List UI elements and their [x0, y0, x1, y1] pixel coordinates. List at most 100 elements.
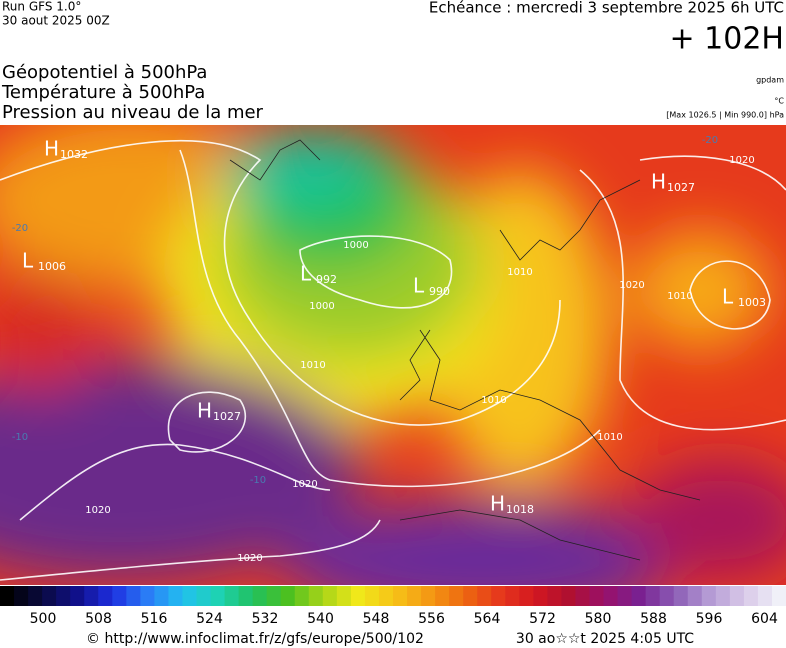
colorbar-swatch — [56, 586, 71, 606]
isobar-label: 1020 — [237, 553, 262, 564]
colorbar-swatch — [322, 586, 338, 606]
colorbar-swatch — [140, 586, 155, 606]
pressure-center-value: 1018 — [506, 503, 534, 516]
colorbar-swatch — [350, 586, 366, 606]
colorbar-swatch — [182, 586, 197, 606]
colorbar-swatch — [98, 586, 113, 606]
colorbar-label: 604 — [751, 611, 778, 627]
colorbar-swatch — [210, 586, 226, 606]
colorbar-swatch — [42, 586, 57, 606]
isobar-label: 1010 — [667, 291, 692, 302]
colorbar-label: 540 — [307, 611, 334, 627]
colorbar-label: 548 — [363, 611, 390, 627]
colorbar-swatch — [435, 586, 450, 606]
colorbar-swatch — [28, 586, 43, 606]
colorbar-swatch — [126, 586, 141, 606]
colorbar-swatch — [449, 586, 464, 606]
isobar-label: 1010 — [481, 395, 506, 406]
colorbar-swatch — [519, 586, 534, 606]
colorbar-swatch — [336, 586, 352, 606]
isobar-label: -20 — [702, 135, 718, 146]
forecast-offset: + 102H — [670, 22, 785, 57]
colorbar-swatch — [70, 586, 85, 606]
pressure-center-type: L — [300, 262, 312, 286]
isobar-label: 1020 — [85, 505, 110, 516]
colorbar-swatch — [603, 586, 619, 606]
layer-title: Pression au niveau de la mer — [2, 102, 264, 123]
isobar-label: 1000 — [343, 240, 368, 251]
colorbar-swatch — [673, 586, 689, 606]
colorbar-swatch — [407, 586, 422, 606]
colorbar-swatch — [701, 586, 717, 606]
footer-credit: © http://www.infoclimat.fr/z/gfs/europe/… — [86, 631, 424, 647]
colorbar-label: 500 — [30, 611, 57, 627]
colorbar-swatch — [280, 586, 296, 606]
isobar-label: -10 — [12, 432, 28, 443]
isobar-label: -10 — [250, 475, 266, 486]
colorbar-swatch — [645, 586, 661, 606]
colorbar-label: 572 — [529, 611, 556, 627]
pressure-center-type: H — [44, 137, 59, 161]
pressure-center-value: 1032 — [60, 148, 88, 161]
isobar-label: 1020 — [292, 479, 317, 490]
colorbar-label: 532 — [252, 611, 279, 627]
colorbar-swatch — [631, 586, 647, 606]
unit-label: °C — [774, 97, 784, 106]
pressure-center-type: H — [651, 170, 666, 194]
colorbar-label: 516 — [141, 611, 168, 627]
colorbar-swatch — [729, 586, 745, 606]
isobar-label: 1010 — [507, 267, 532, 278]
colorbar-label: 580 — [585, 611, 612, 627]
colorbar-swatch — [238, 586, 254, 606]
colorbar-swatch — [393, 586, 408, 606]
pressure-center-type: H — [490, 492, 505, 516]
colorbar-label: 524 — [196, 611, 223, 627]
colorbar-swatch — [771, 586, 786, 606]
pressure-center-type: L — [722, 285, 734, 309]
footer-timestamp: 30 ao☆☆t 2025 4:05 UTC — [516, 631, 694, 647]
isobar-label: 1020 — [619, 280, 644, 291]
colorbar-swatch — [224, 586, 240, 606]
source-label: gpdam — [756, 76, 784, 85]
colorbar-swatch — [715, 586, 731, 606]
isobar-label: 1010 — [597, 432, 622, 443]
forecast-time: Echéance : mercredi 3 septembre 2025 6h … — [429, 0, 784, 17]
colorbar-label: 588 — [640, 611, 667, 627]
isobar-label: 1010 — [300, 360, 325, 371]
colorbar-swatch — [547, 586, 562, 606]
pressure-center-value: 1006 — [38, 260, 66, 273]
temperature-field — [0, 125, 786, 585]
pressure-center-value: 990 — [429, 285, 450, 298]
colorbar-swatch — [378, 586, 394, 606]
colorbar-swatch — [294, 586, 310, 606]
pressure-center-type: L — [22, 249, 34, 273]
colorbar-label: 556 — [418, 611, 445, 627]
colorbar-swatch — [505, 586, 520, 606]
colorbar-swatch — [575, 586, 590, 606]
isobar-label: 1000 — [309, 301, 334, 312]
layer-title: Géopotentiel à 500hPa — [2, 62, 207, 83]
colorbar-swatch — [491, 586, 506, 606]
run-date: 30 aout 2025 00Z — [2, 14, 110, 28]
pressure-center-type: H — [197, 399, 212, 423]
pressure-center-value: 1027 — [667, 181, 695, 194]
colorbar-swatch — [421, 586, 436, 606]
colorbar-swatch — [252, 586, 268, 606]
colorbar-swatch — [0, 586, 15, 606]
colorbar-swatch — [533, 586, 548, 606]
colorbar-label: 596 — [696, 611, 723, 627]
colorbar-swatch — [14, 586, 29, 606]
colorbar-swatch — [154, 586, 169, 606]
layer-title: Température à 500hPa — [1, 82, 205, 103]
colorbar-swatch — [266, 586, 282, 606]
pressure-center-value: 992 — [316, 273, 337, 286]
pressure-center-value: 1003 — [738, 296, 766, 309]
colorbar-swatch — [743, 586, 759, 606]
colorbar-label: 508 — [85, 611, 112, 627]
colorbar-swatch — [561, 586, 576, 606]
colorbar-swatch — [84, 586, 99, 606]
colorbar-swatch — [196, 586, 212, 606]
colorbar-swatch — [364, 586, 380, 606]
colorbar-swatch — [463, 586, 478, 606]
